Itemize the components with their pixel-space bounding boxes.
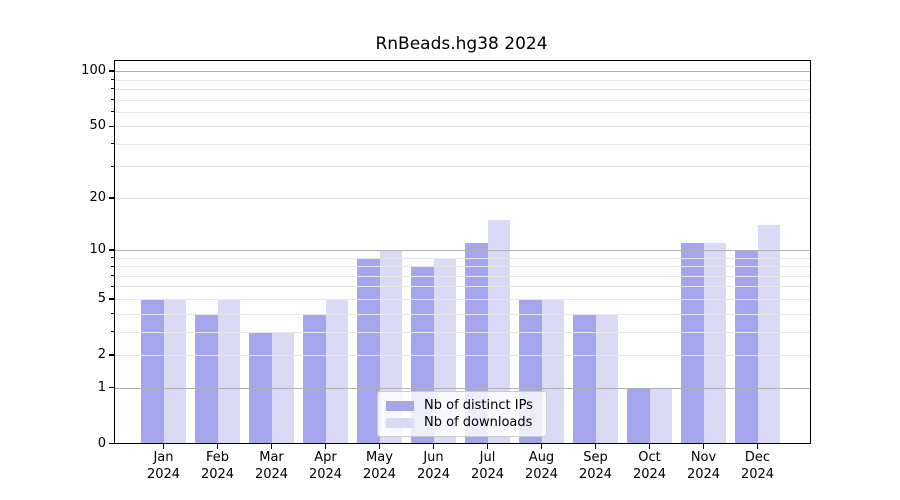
gridline-minor-7	[113, 275, 811, 277]
x-tick-mark-aug	[540, 443, 543, 449]
gridline-minor-80	[113, 88, 811, 90]
gridline-major-100	[113, 71, 811, 73]
y-tick-minor-mark-6	[111, 285, 114, 288]
y-tick-minor-mark-40	[111, 143, 114, 145]
y-tick-mark-50	[109, 125, 114, 127]
gridline-minor-9	[113, 257, 811, 259]
x-tick-label-jan: Jan 2024	[146, 450, 181, 482]
y-tick-mark-0	[109, 442, 114, 445]
y-tick-label-50: 50	[89, 118, 106, 134]
bar-downloads-dec	[757, 224, 780, 444]
x-tick-mark-nov	[702, 443, 705, 449]
gridline-minor-6	[113, 286, 811, 288]
x-tick-mark-mar	[270, 443, 273, 449]
bar-downloads-feb	[217, 298, 240, 444]
bar-distinct-ips-jan	[141, 298, 164, 444]
y-tick-minor-mark-60	[111, 111, 114, 113]
gridline-minor-60	[113, 111, 811, 113]
y-tick-label-1: 1	[97, 379, 106, 395]
y-tick-mark-1	[109, 386, 114, 389]
bar-distinct-ips-feb	[195, 313, 218, 444]
x-tick-mark-jul	[486, 443, 489, 449]
gridline-minor-2	[113, 354, 811, 356]
x-tick-label-mar: Mar 2024	[254, 450, 289, 482]
chart-title: RnBeads.hg38 2024	[375, 34, 548, 54]
gridline-minor-40	[113, 143, 811, 145]
legend-swatch-downloads	[386, 418, 414, 428]
y-tick-minor-mark-7	[111, 275, 114, 277]
legend-row-downloads: Nb of downloads	[386, 415, 538, 431]
legend: Nb of distinct IPs Nb of downloads	[377, 391, 547, 437]
bar-distinct-ips-oct	[627, 387, 650, 444]
y-tick-label-100: 100	[81, 63, 106, 79]
legend-label-downloads: Nb of downloads	[424, 415, 533, 430]
bar-downloads-oct	[649, 387, 672, 444]
bar-distinct-ips-sep	[573, 313, 596, 444]
x-tick-mark-may	[378, 443, 381, 449]
y-tick-label-20: 20	[89, 189, 106, 205]
bar-distinct-ips-may	[357, 257, 380, 444]
y-tick-label-0: 0	[97, 435, 106, 451]
gridline-minor-50	[113, 126, 811, 128]
y-tick-minor-mark-70	[111, 98, 114, 101]
bar-distinct-ips-dec	[735, 250, 758, 444]
legend-row-distinct-ips: Nb of distinct IPs	[386, 398, 538, 414]
x-tick-label-jul: Jul 2024	[470, 450, 505, 482]
x-tick-label-aug: Aug 2024	[524, 450, 559, 482]
x-tick-label-may: May 2024	[362, 450, 397, 482]
bar-downloads-nov	[703, 243, 726, 444]
x-tick-label-oct: Oct 2024	[632, 450, 667, 482]
y-tick-mark-20	[109, 197, 114, 199]
gridline-minor-90	[113, 79, 811, 81]
y-tick-minor-mark-9	[111, 257, 114, 259]
y-tick-minor-mark-90	[111, 78, 114, 81]
y-tick-label-2: 2	[97, 346, 106, 362]
y-tick-mark-2	[109, 354, 114, 356]
bar-downloads-jan	[163, 298, 186, 444]
y-tick-mark-5	[109, 298, 114, 300]
x-tick-label-jun: Jun 2024	[416, 450, 451, 482]
x-tick-mark-feb	[216, 443, 219, 449]
gridline-minor-5	[113, 298, 811, 300]
bar-downloads-apr	[325, 298, 348, 444]
gridline-minor-3	[113, 331, 811, 333]
y-tick-minor-mark-8	[111, 265, 114, 267]
gridline-major-1	[113, 387, 811, 389]
gridline-minor-4	[113, 313, 811, 315]
gridline-major-10	[113, 250, 811, 251]
x-tick-label-feb: Feb 2024	[200, 450, 235, 482]
y-tick-label-5: 5	[97, 290, 106, 306]
x-tick-mark-oct	[648, 443, 651, 449]
legend-swatch-distinct-ips	[386, 401, 414, 411]
x-tick-mark-sep	[594, 443, 597, 449]
gridline-minor-30	[113, 166, 811, 168]
x-tick-mark-jun	[432, 443, 435, 449]
legend-label-distinct-ips: Nb of distinct IPs	[424, 398, 533, 413]
x-tick-mark-jan	[162, 443, 165, 449]
y-tick-label-10: 10	[89, 242, 106, 257]
y-tick-mark-10	[109, 249, 114, 251]
gridline-minor-20	[113, 197, 811, 199]
bar-distinct-ips-apr	[303, 313, 326, 444]
y-tick-mark-100	[109, 70, 114, 72]
x-tick-label-sep: Sep 2024	[578, 450, 613, 482]
x-tick-label-apr: Apr 2024	[308, 450, 343, 482]
bar-downloads-sep	[595, 313, 618, 444]
gridline-minor-70	[113, 99, 811, 101]
y-tick-minor-mark-3	[111, 331, 114, 333]
y-tick-minor-mark-30	[111, 165, 114, 167]
x-tick-label-nov: Nov 2024	[686, 450, 721, 482]
x-tick-label-dec: Dec 2024	[740, 450, 775, 482]
bar-downloads-aug	[541, 298, 564, 444]
x-tick-mark-dec	[756, 443, 759, 449]
gridline-minor-8	[113, 266, 811, 268]
x-tick-mark-apr	[324, 443, 327, 449]
bar-distinct-ips-nov	[681, 243, 704, 444]
y-tick-minor-mark-4	[111, 313, 114, 315]
plot-area	[113, 60, 811, 444]
y-tick-minor-mark-80	[111, 88, 114, 90]
